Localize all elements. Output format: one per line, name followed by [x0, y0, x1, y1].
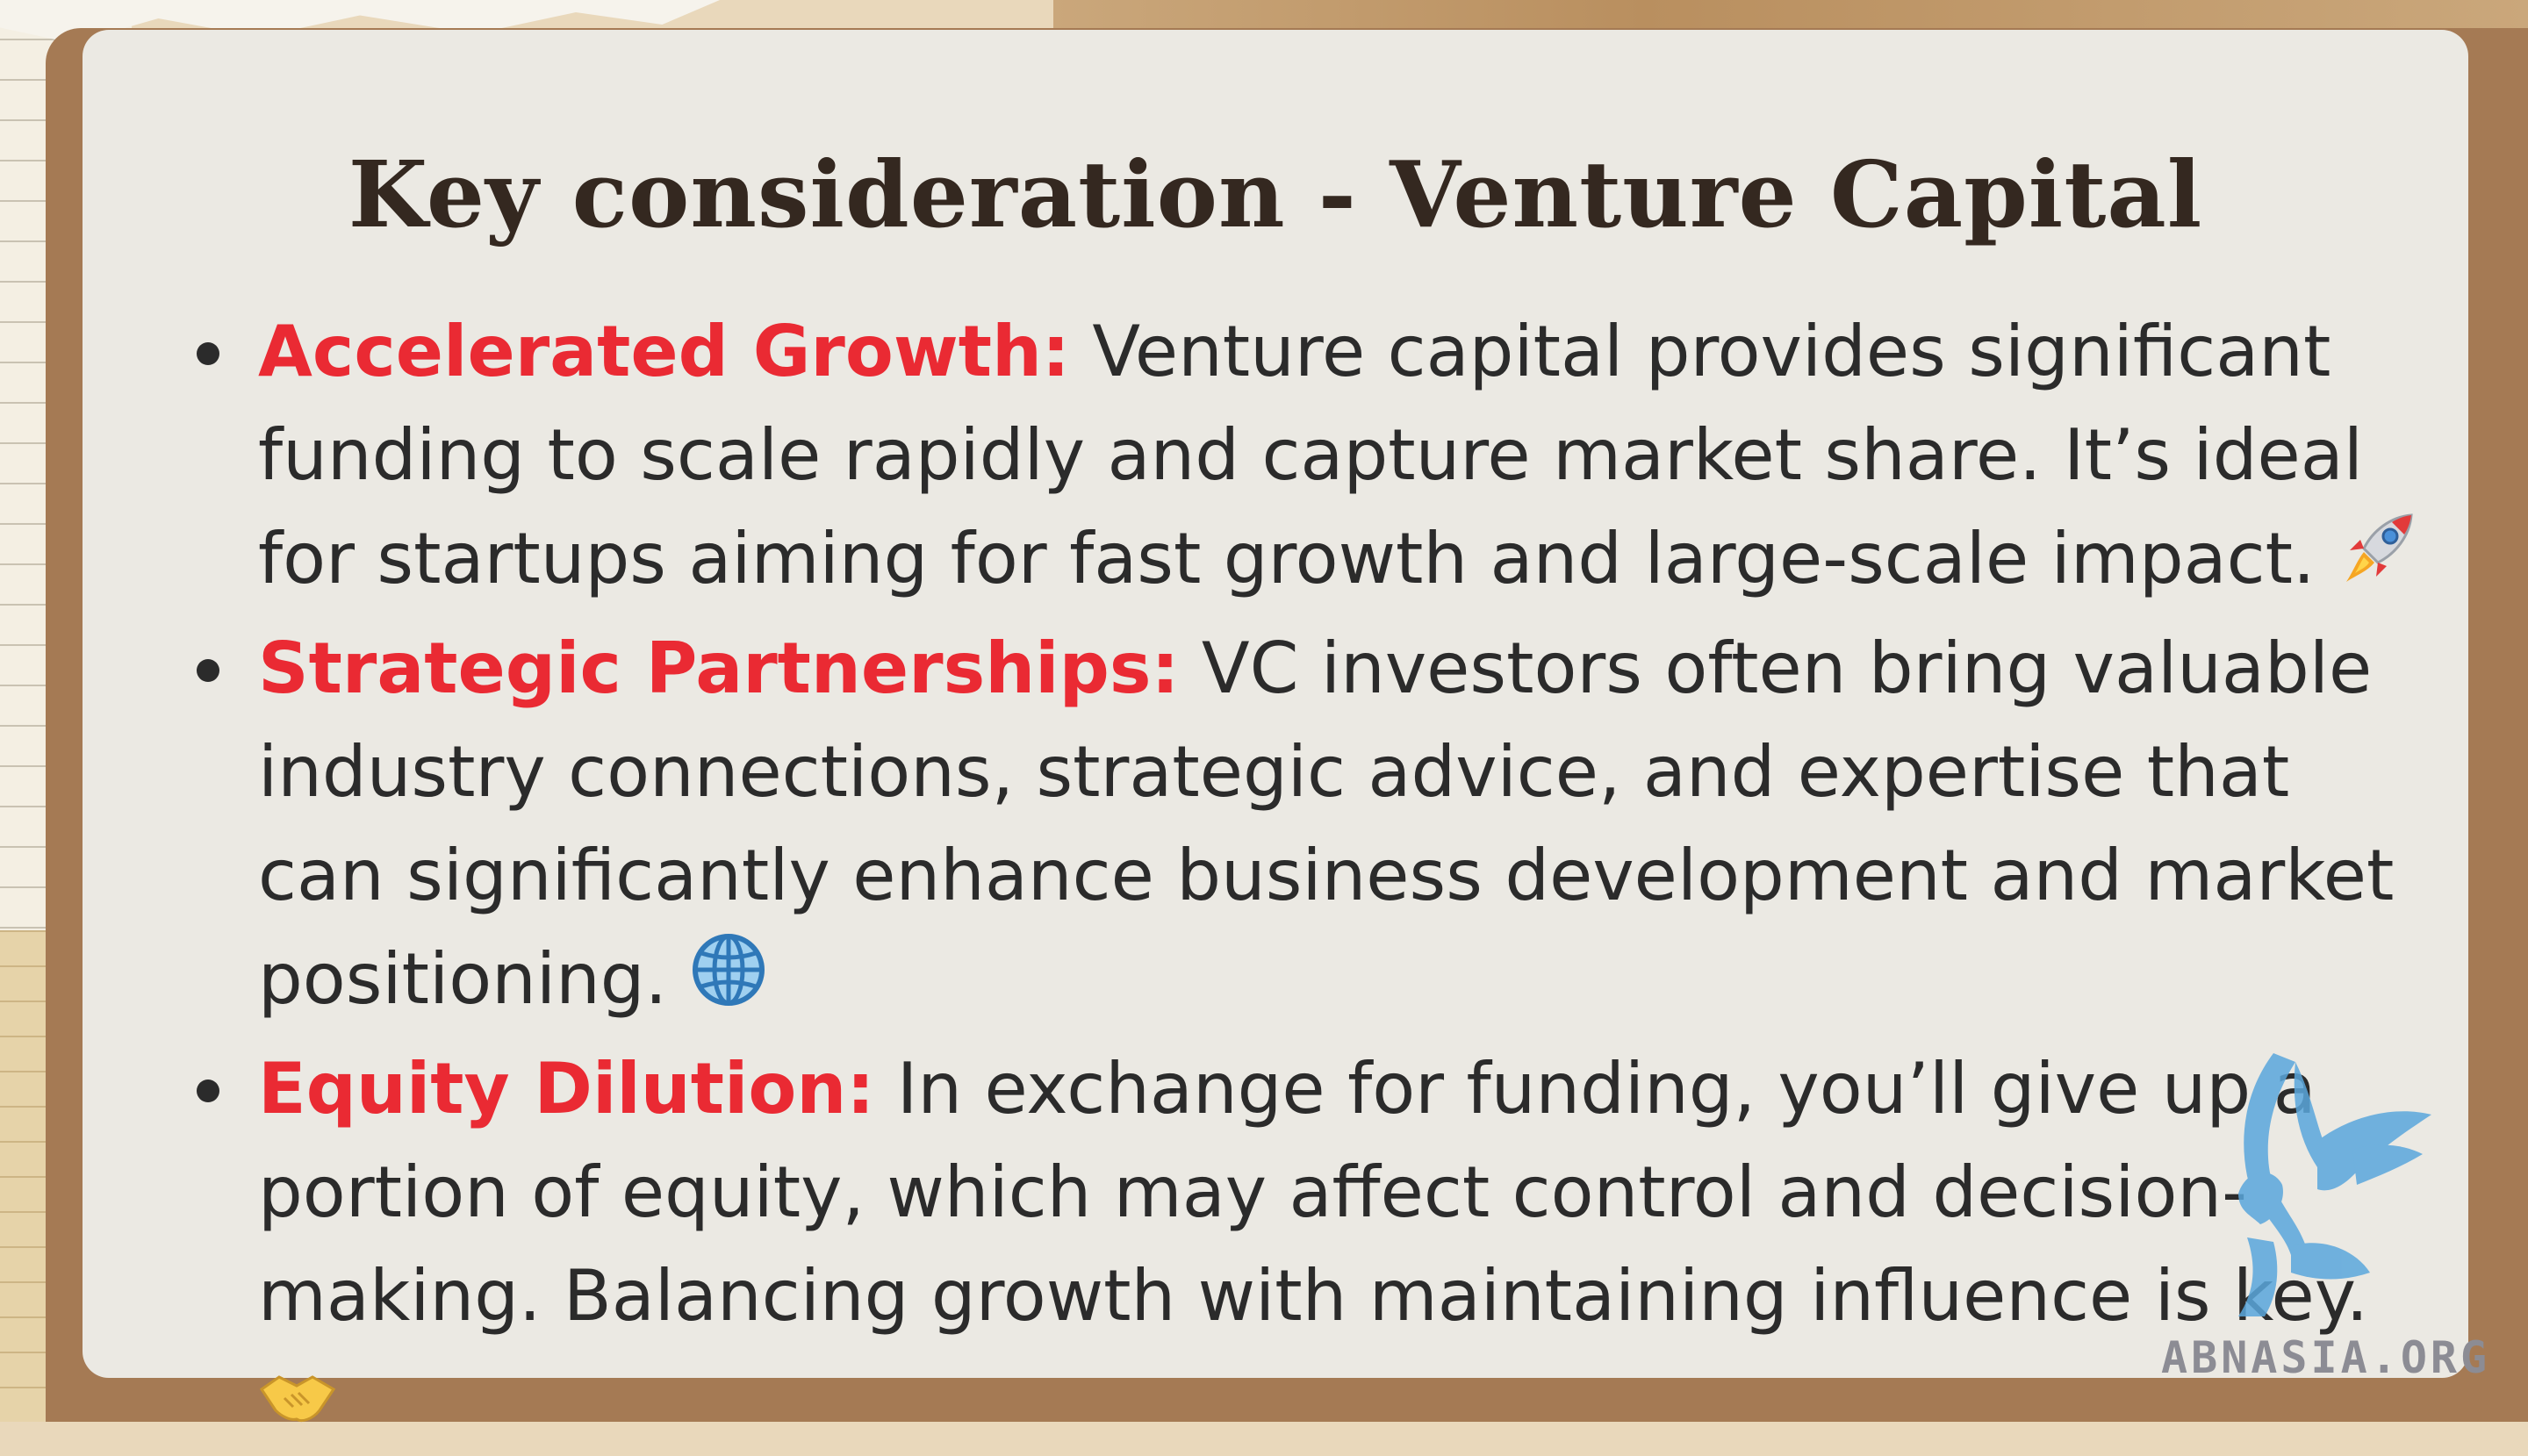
bullet-label: Equity Dilution:: [258, 1048, 875, 1130]
bullet-equity-dilution: Equity Dilution: In exchange for funding…: [184, 1037, 2431, 1456]
bullet-text: Venture capital provides significant fun…: [258, 311, 2364, 599]
bullet-label: Strategic Partnerships:: [258, 628, 1180, 710]
slide-card: [83, 30, 2468, 1378]
bullet-dot: [197, 1079, 219, 1103]
bullet-dot: [197, 342, 219, 365]
handshake-icon: [258, 1352, 337, 1456]
watermark-text: ABNASIA.ORG: [2161, 1332, 2491, 1383]
bullet-text: In exchange for funding, you’ll give up …: [258, 1048, 2369, 1338]
bullet-dot: [197, 659, 219, 683]
rocket-icon: [2338, 510, 2422, 617]
bullet-strategic-partnerships: Strategic Partnerships: VC investors oft…: [184, 617, 2431, 1037]
globe-icon: [689, 930, 768, 1037]
bullet-list: Accelerated Growth: Venture capital prov…: [184, 300, 2431, 1456]
bullet-label: Accelerated Growth:: [258, 311, 1070, 392]
griffin-logo-icon: [2142, 1036, 2440, 1334]
bullet-text: VC investors often bring valuable indust…: [258, 628, 2395, 1021]
slide-title: Key consideration - Venture Capital: [348, 140, 2203, 248]
bullet-accelerated-growth: Accelerated Growth: Venture capital prov…: [184, 300, 2431, 617]
